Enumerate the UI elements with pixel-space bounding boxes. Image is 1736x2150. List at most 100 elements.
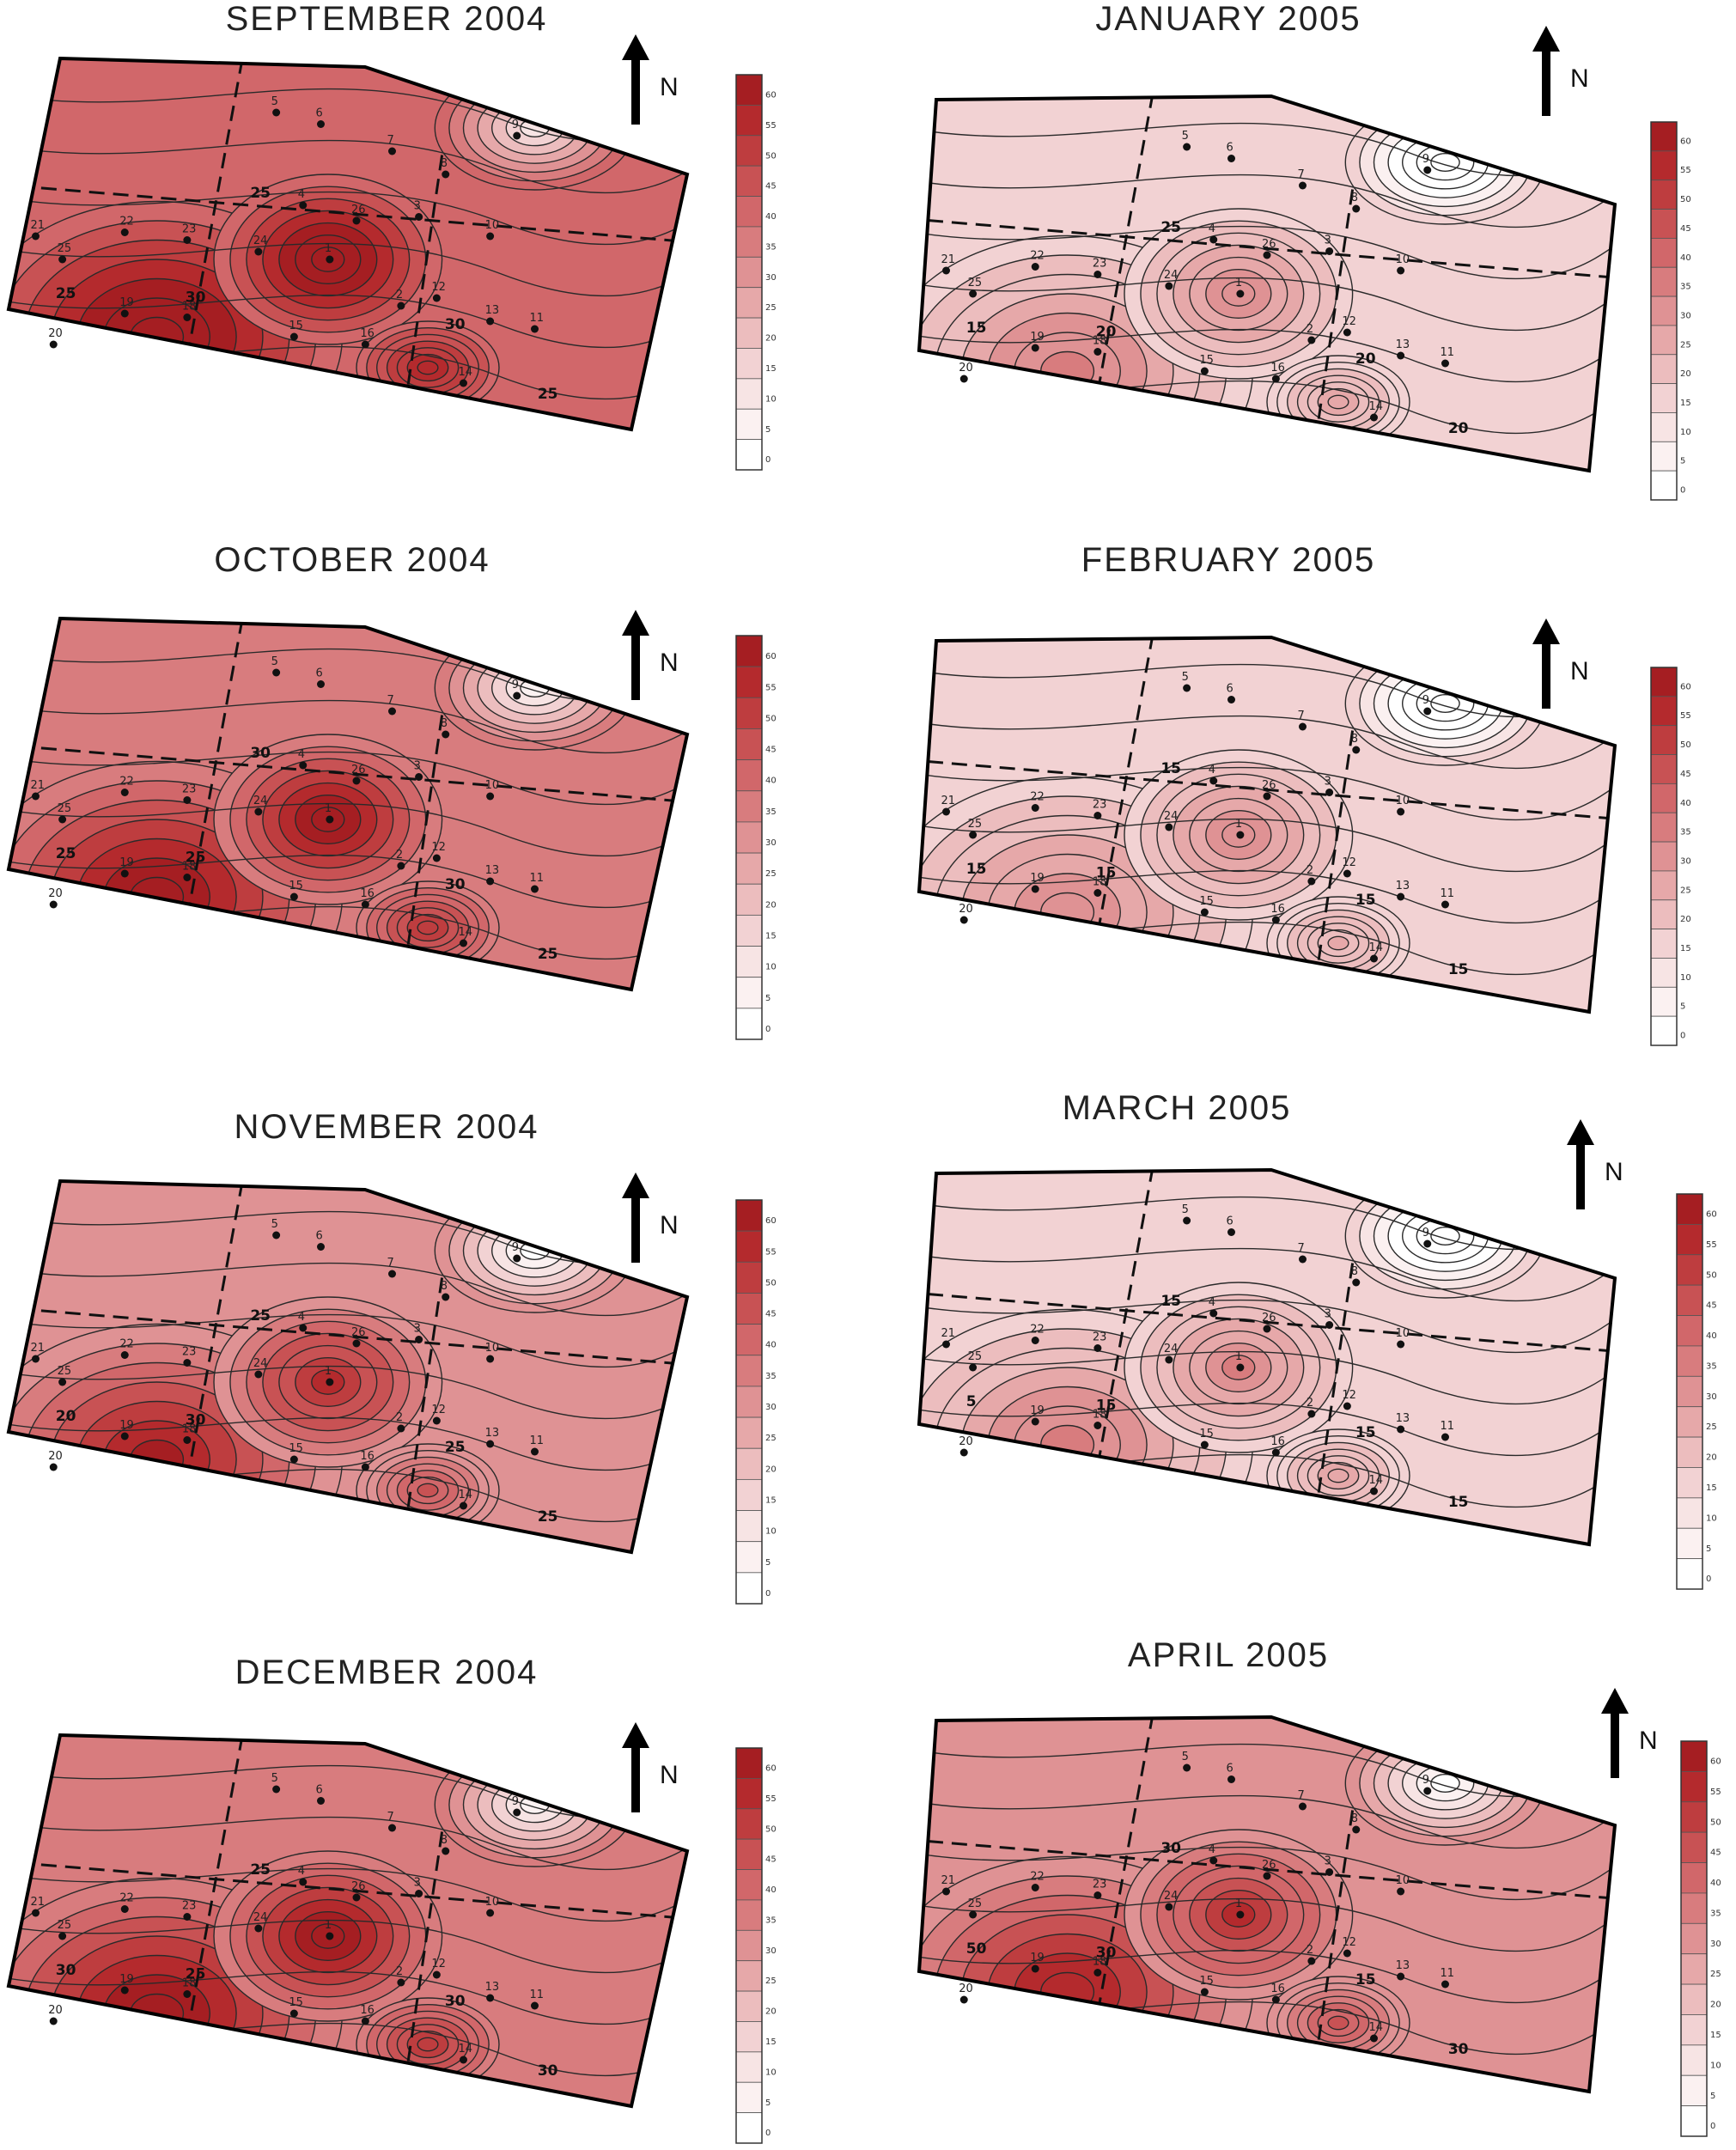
station-marker bbox=[58, 1932, 67, 1940]
contour-band bbox=[241, 418, 258, 429]
legend-tick-label: 60 bbox=[1710, 1757, 1721, 1767]
station-label: 10 bbox=[485, 1896, 500, 1909]
station-label: 15 bbox=[1199, 1428, 1214, 1440]
legend-swatch bbox=[1680, 1922, 1708, 1955]
station-label: 6 bbox=[316, 667, 323, 680]
station-label: 25 bbox=[58, 802, 72, 815]
legend-swatch bbox=[1650, 412, 1678, 442]
station-label: 14 bbox=[1369, 400, 1384, 413]
legend-tick-label: 45 bbox=[765, 1855, 777, 1865]
contour-line bbox=[9, 1816, 687, 1871]
station-label: 26 bbox=[1262, 238, 1276, 251]
station-marker bbox=[1031, 1337, 1039, 1344]
legend-tick-label: 10 bbox=[1706, 1514, 1717, 1523]
station-label: 7 bbox=[387, 134, 394, 147]
station-label: 24 bbox=[1164, 1890, 1179, 1903]
station-marker bbox=[1200, 1440, 1209, 1449]
station-label: 7 bbox=[387, 1257, 394, 1270]
contour-value-label: 25 bbox=[538, 386, 558, 403]
legend-tick-label: 0 bbox=[765, 455, 771, 465]
station-marker bbox=[361, 1463, 369, 1471]
legend-swatch bbox=[1650, 354, 1678, 385]
contour-band bbox=[417, 2037, 439, 2052]
station-marker bbox=[1236, 831, 1245, 839]
contour-band bbox=[1124, 1500, 1197, 1544]
legend-swatch bbox=[1650, 470, 1678, 501]
legend-tick-label: 60 bbox=[765, 1216, 777, 1226]
contour-band bbox=[235, 1534, 265, 1552]
station-label: 2 bbox=[396, 849, 403, 862]
station-label: 8 bbox=[441, 1834, 448, 1847]
contour-line bbox=[9, 751, 687, 806]
station-label: 22 bbox=[1030, 250, 1045, 263]
legend-swatch bbox=[735, 697, 763, 729]
north-label: N bbox=[1605, 1158, 1623, 1186]
station-marker bbox=[1200, 908, 1209, 917]
legend-swatch bbox=[735, 759, 763, 792]
station-marker bbox=[120, 1986, 129, 1995]
station-marker bbox=[1397, 1887, 1405, 1896]
station-label: 9 bbox=[1422, 1774, 1429, 1787]
contour-band bbox=[1137, 980, 1183, 1012]
station-marker bbox=[120, 869, 129, 878]
contour-band bbox=[213, 2068, 286, 2106]
contour-value-label: 15 bbox=[1160, 760, 1181, 777]
legend-swatch bbox=[1676, 1375, 1703, 1408]
contour-band bbox=[1040, 892, 1095, 933]
station-marker bbox=[58, 815, 67, 824]
station-label: 20 bbox=[48, 887, 63, 900]
legend-swatch bbox=[735, 135, 763, 167]
station-marker bbox=[120, 789, 129, 796]
station-marker bbox=[254, 1924, 263, 1933]
contour-value-label: 25 bbox=[56, 285, 76, 302]
station-marker bbox=[388, 1824, 396, 1832]
legend-tick-label: 50 bbox=[765, 714, 777, 723]
legend-swatch bbox=[735, 2051, 763, 2083]
station-label: 26 bbox=[1262, 1859, 1276, 1872]
contour-value-label: 15 bbox=[1160, 1293, 1181, 1310]
station-marker bbox=[969, 831, 978, 839]
station-label: 25 bbox=[968, 818, 983, 831]
station-label: 4 bbox=[1209, 1843, 1215, 1856]
legend-tick-label: 45 bbox=[1680, 224, 1691, 234]
contour-band bbox=[198, 2055, 301, 2106]
contour-band bbox=[227, 405, 272, 429]
station-label: 18 bbox=[182, 861, 197, 874]
station-label: 18 bbox=[182, 1423, 197, 1436]
station-marker bbox=[442, 1847, 450, 1855]
station-marker bbox=[120, 1905, 129, 1913]
contour-value-label: 20 bbox=[1448, 420, 1469, 437]
station-marker bbox=[317, 680, 325, 688]
contour-band bbox=[1152, 994, 1168, 1008]
station-marker bbox=[183, 1913, 192, 1921]
map-boundary bbox=[6, 56, 690, 432]
station-marker bbox=[299, 201, 308, 210]
contour-value-label: 30 bbox=[186, 289, 206, 307]
legend-swatch bbox=[1650, 441, 1678, 472]
station-label: 4 bbox=[298, 1865, 305, 1878]
station-marker bbox=[1031, 1884, 1039, 1891]
legend-swatch bbox=[1650, 209, 1678, 239]
station-label: 20 bbox=[959, 1983, 973, 1995]
station-marker bbox=[388, 707, 396, 716]
legend-swatch bbox=[1650, 121, 1678, 152]
station-marker bbox=[1093, 812, 1102, 819]
map-panel-september-2004: SEPTEMBER 2004 5 6 7 8 9 25 4 26 3 21 22 23 24 1 10 20 2… bbox=[0, 0, 859, 515]
station-marker bbox=[1423, 166, 1432, 174]
legend-tick-label: 50 bbox=[1680, 740, 1691, 750]
station-marker bbox=[299, 1878, 308, 1886]
contour-value-label: 15 bbox=[1448, 1494, 1469, 1511]
station-label: 16 bbox=[360, 327, 375, 340]
legend-swatch bbox=[735, 1386, 763, 1418]
station-marker bbox=[1183, 1763, 1191, 1772]
legend-tick-label: 45 bbox=[1710, 1849, 1721, 1858]
station-marker bbox=[1200, 367, 1209, 375]
station-label: 6 bbox=[1227, 142, 1233, 155]
station-label: 20 bbox=[48, 1450, 63, 1463]
legend-tick-label: 45 bbox=[765, 1310, 777, 1319]
legend-swatch bbox=[735, 1572, 763, 1605]
legend-tick-label: 25 bbox=[1680, 340, 1691, 350]
legend-swatch bbox=[1680, 1740, 1708, 1772]
station-marker bbox=[1093, 348, 1102, 356]
